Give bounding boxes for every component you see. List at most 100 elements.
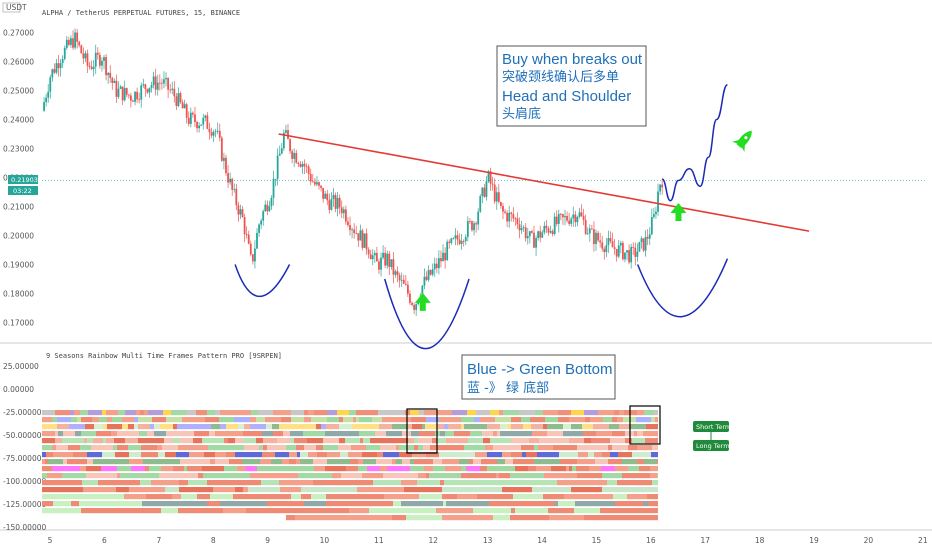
heatmap-cell bbox=[363, 487, 404, 493]
heatmap-cell bbox=[173, 466, 184, 472]
heatmap-cell bbox=[234, 417, 250, 423]
heatmap-cell bbox=[495, 417, 511, 423]
candle-body bbox=[508, 212, 511, 222]
heatmap-cell bbox=[265, 417, 281, 423]
heatmap-cell bbox=[547, 459, 560, 465]
heatmap-cell bbox=[531, 445, 534, 451]
heatmap-cell bbox=[291, 424, 304, 430]
candle-body bbox=[367, 249, 370, 255]
candle-body bbox=[158, 82, 161, 84]
heatmap-cell bbox=[637, 459, 644, 465]
heatmap-cell bbox=[406, 515, 428, 521]
heatmap-cell bbox=[42, 445, 48, 451]
candle-body bbox=[624, 252, 626, 260]
heatmap-cell bbox=[503, 431, 518, 437]
candle-body bbox=[543, 225, 546, 233]
indicator-annotation-line-2: 蓝 -》 绿 底部 bbox=[467, 380, 549, 396]
heatmap-cell bbox=[596, 431, 612, 437]
heatmap-cell bbox=[392, 459, 396, 465]
candle-body bbox=[123, 88, 126, 101]
heatmap-cell bbox=[515, 480, 557, 486]
heatmap-cell bbox=[610, 410, 614, 416]
heatmap-cell bbox=[440, 480, 444, 486]
heatmap-cell bbox=[154, 431, 166, 437]
candle-body bbox=[650, 216, 653, 235]
candle-body bbox=[103, 57, 105, 61]
heatmap-cell bbox=[223, 445, 226, 451]
heatmap-cell bbox=[188, 424, 202, 430]
heatmap-cell bbox=[577, 459, 584, 465]
heatmap-cell bbox=[571, 487, 602, 493]
annotation-box bbox=[496, 45, 647, 127]
heatmap-cell bbox=[622, 473, 650, 479]
candle-body bbox=[613, 247, 616, 249]
candle-body bbox=[266, 204, 269, 212]
heatmap-cell bbox=[358, 459, 363, 465]
heatmap-cell bbox=[235, 452, 247, 458]
heatmap-cell bbox=[508, 424, 511, 430]
candle-body bbox=[113, 80, 116, 83]
candle-body bbox=[138, 99, 141, 101]
indicator-tick-label: -100.00000 bbox=[3, 477, 46, 486]
heatmap-cell bbox=[236, 410, 251, 416]
heatmap-cell bbox=[102, 452, 115, 458]
candle-body bbox=[390, 259, 393, 267]
heatmap-cell bbox=[615, 466, 628, 472]
heatmap-cell bbox=[62, 473, 86, 479]
heatmap-cell bbox=[538, 445, 553, 451]
heatmap-cell bbox=[253, 459, 260, 465]
heatmap-cell bbox=[553, 445, 563, 451]
heatmap-cell bbox=[252, 480, 261, 486]
heatmap-cell bbox=[511, 424, 523, 430]
heatmap-cell bbox=[104, 501, 142, 507]
heatmap-cell bbox=[313, 459, 327, 465]
candle-body bbox=[456, 235, 459, 240]
heatmap-cell bbox=[272, 424, 279, 430]
heatmap-cell bbox=[53, 452, 65, 458]
candle-body bbox=[43, 102, 45, 111]
candle-body bbox=[617, 245, 620, 257]
heatmap-cell bbox=[396, 438, 405, 444]
heatmap-cell bbox=[252, 487, 280, 493]
heatmap-cell bbox=[576, 438, 584, 444]
time-tick-label: 7 bbox=[156, 536, 161, 545]
heatmap-cell bbox=[93, 459, 108, 465]
heatmap-cell bbox=[99, 417, 107, 423]
heatmap-cell bbox=[115, 452, 129, 458]
candle-body bbox=[189, 112, 192, 124]
candle-body bbox=[318, 182, 320, 186]
heatmap-cell bbox=[653, 431, 658, 437]
heatmap-cell bbox=[508, 445, 521, 451]
heatmap-cell bbox=[629, 487, 658, 493]
heatmap-cell bbox=[485, 445, 493, 451]
candle-body bbox=[417, 301, 420, 305]
heatmap-cell bbox=[442, 487, 456, 493]
price-tick-label: 0.26000 bbox=[3, 58, 34, 67]
time-tick-label: 15 bbox=[592, 536, 602, 545]
candle-body bbox=[239, 209, 242, 215]
candle-body bbox=[86, 53, 89, 66]
heatmap-cell bbox=[487, 424, 500, 430]
candle-body bbox=[282, 132, 285, 149]
currency-badge bbox=[2, 2, 21, 13]
heatmap-cell bbox=[209, 431, 215, 437]
candle-body bbox=[531, 231, 533, 233]
heatmap-cell bbox=[336, 438, 339, 444]
indicator-tick-label: -25.00000 bbox=[3, 408, 42, 417]
heatmap-cell bbox=[432, 438, 437, 444]
heatmap-cell bbox=[301, 487, 335, 493]
heatmap-cell bbox=[142, 501, 177, 507]
heatmap-cell bbox=[600, 508, 619, 514]
heatmap-cell bbox=[495, 466, 511, 472]
heatmap-cell bbox=[193, 417, 205, 423]
heatmap-cell bbox=[380, 445, 385, 451]
heatmap-cell bbox=[487, 466, 495, 472]
heatmap-cell bbox=[149, 466, 161, 472]
heatmap-cell bbox=[307, 438, 323, 444]
heatmap-cell bbox=[515, 508, 548, 514]
heatmap-cell bbox=[301, 494, 311, 500]
heatmap-cell bbox=[203, 473, 208, 479]
candle-body bbox=[537, 231, 540, 239]
heatmap-cell bbox=[205, 417, 219, 423]
heatmap-cell bbox=[48, 445, 52, 451]
